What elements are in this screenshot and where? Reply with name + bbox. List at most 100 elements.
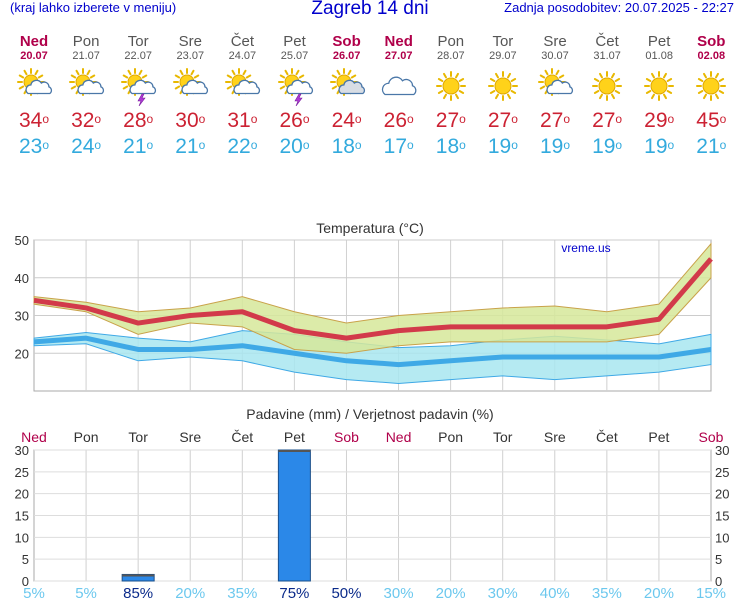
category-label: Sob bbox=[334, 429, 359, 445]
sun-icon bbox=[644, 71, 675, 101]
category-label: Pon bbox=[438, 429, 463, 445]
sun-ray bbox=[593, 78, 600, 82]
sun-ray bbox=[666, 78, 673, 82]
max-temp: 30o bbox=[175, 109, 206, 132]
sun-ray bbox=[555, 69, 560, 76]
y-tick-label-right: 10 bbox=[715, 530, 729, 545]
category-label: Čet bbox=[596, 429, 618, 445]
forecast-day: Tor 29.07 27o 19o bbox=[477, 34, 529, 160]
probability-label: 20% bbox=[436, 585, 466, 600]
y-tick-label: 40 bbox=[15, 271, 29, 286]
max-temp: 26o bbox=[279, 109, 310, 132]
temperature-chart-title: Temperatura (°C) bbox=[316, 220, 424, 236]
sun-ray bbox=[331, 85, 337, 90]
y-tick-label: 20 bbox=[15, 346, 29, 361]
sun-ray bbox=[494, 93, 499, 100]
min-temp: 19o bbox=[644, 135, 675, 158]
y-tick-label-right: 0 bbox=[715, 574, 722, 589]
y-tick-label-left: 0 bbox=[22, 574, 29, 589]
forecast-day: Čet 24.07 31o 22o bbox=[216, 34, 268, 160]
day-date: 20.07 bbox=[20, 50, 48, 62]
max-temp-line bbox=[33, 257, 713, 341]
sun-ray bbox=[454, 93, 459, 100]
sun-cloud-grey-icon bbox=[329, 68, 365, 96]
day-name: Ned bbox=[19, 33, 49, 50]
max-temp: 45o bbox=[696, 109, 727, 132]
day-name: Pon bbox=[72, 33, 100, 50]
sun-ray bbox=[231, 69, 236, 76]
min-temp: 24o bbox=[71, 135, 102, 158]
sun-cloud-icon bbox=[225, 68, 261, 96]
min-temp: 18o bbox=[331, 135, 362, 158]
sun-ray bbox=[703, 93, 708, 100]
y-tick-label-left: 20 bbox=[15, 487, 29, 502]
sun-ray bbox=[539, 74, 546, 79]
cloud-outline bbox=[546, 79, 574, 95]
cloud-shape bbox=[77, 79, 105, 95]
sun-ray bbox=[544, 69, 549, 76]
cloud-shape bbox=[338, 79, 365, 95]
cloud-outline bbox=[233, 79, 261, 95]
sun-ray bbox=[611, 72, 616, 79]
sun-disc bbox=[650, 77, 668, 95]
y-tick-label: 30 bbox=[15, 309, 29, 324]
cloud-outline bbox=[181, 79, 209, 95]
probability-label: 20% bbox=[644, 585, 674, 600]
category-label: Sre bbox=[544, 429, 566, 445]
sun-ray bbox=[599, 72, 604, 79]
sun-ray bbox=[350, 74, 356, 79]
day-date: 26.07 bbox=[332, 50, 361, 62]
cloud-shape bbox=[181, 79, 209, 95]
max-temp: 24o bbox=[331, 109, 362, 132]
sun-ray bbox=[539, 85, 546, 90]
sun-ray bbox=[510, 78, 517, 82]
probability-label: 35% bbox=[592, 585, 622, 600]
sun-ray bbox=[175, 74, 181, 79]
y-tick-label: 50 bbox=[15, 233, 29, 248]
max-temp: 27o bbox=[487, 109, 518, 132]
sun-ray bbox=[298, 74, 304, 79]
sun-ray bbox=[494, 72, 499, 79]
sun-ray bbox=[715, 93, 720, 100]
sun-ray bbox=[141, 74, 148, 79]
y-tick-label-left: 10 bbox=[15, 530, 29, 545]
day-name: Sre bbox=[543, 33, 567, 50]
day-name: Čet bbox=[230, 33, 255, 50]
cloud-icon bbox=[381, 76, 417, 96]
category-label: Sre bbox=[179, 429, 201, 445]
category-label: Ned bbox=[21, 429, 47, 445]
sun-ray bbox=[646, 78, 652, 82]
sun-ray bbox=[510, 90, 517, 94]
max-temp: 31o bbox=[227, 109, 258, 132]
lightning-bolt bbox=[137, 93, 146, 106]
forecast-day: Sre 30.07 27o 19o bbox=[529, 34, 581, 160]
y-tick-label-left: 5 bbox=[22, 552, 29, 567]
category-label: Pet bbox=[648, 429, 669, 445]
sun-ray bbox=[703, 72, 708, 79]
sun-cloud-storm-icon bbox=[277, 68, 313, 106]
day-name: Sob bbox=[332, 33, 361, 50]
sun-ray bbox=[437, 78, 444, 82]
min-temp: 19o bbox=[592, 135, 623, 158]
category-label: Tor bbox=[493, 429, 513, 445]
y-tick-label-right: 15 bbox=[715, 509, 729, 524]
precipitation-chart-title: Padavine (mm) / Verjetnost padavin (%) bbox=[246, 406, 493, 422]
sun-ray bbox=[347, 69, 352, 76]
sun-ray bbox=[718, 90, 725, 94]
sun-ray bbox=[279, 74, 285, 79]
sun-ray bbox=[295, 69, 299, 76]
sun-ray bbox=[190, 69, 195, 76]
day-date: 24.07 bbox=[228, 50, 257, 62]
day-name: Sre bbox=[178, 33, 202, 50]
cloud-shape bbox=[546, 79, 574, 95]
sun-shape bbox=[592, 71, 623, 101]
day-name: Tor bbox=[127, 33, 149, 50]
min-temp-line bbox=[33, 335, 712, 368]
sun-ray bbox=[86, 69, 91, 76]
max-temp: 28o bbox=[123, 109, 154, 132]
sun-ray bbox=[331, 74, 337, 79]
sun-ray bbox=[175, 85, 181, 90]
sun-ray bbox=[442, 72, 447, 79]
sun-disc bbox=[494, 77, 512, 95]
cloud-shape bbox=[129, 79, 157, 95]
